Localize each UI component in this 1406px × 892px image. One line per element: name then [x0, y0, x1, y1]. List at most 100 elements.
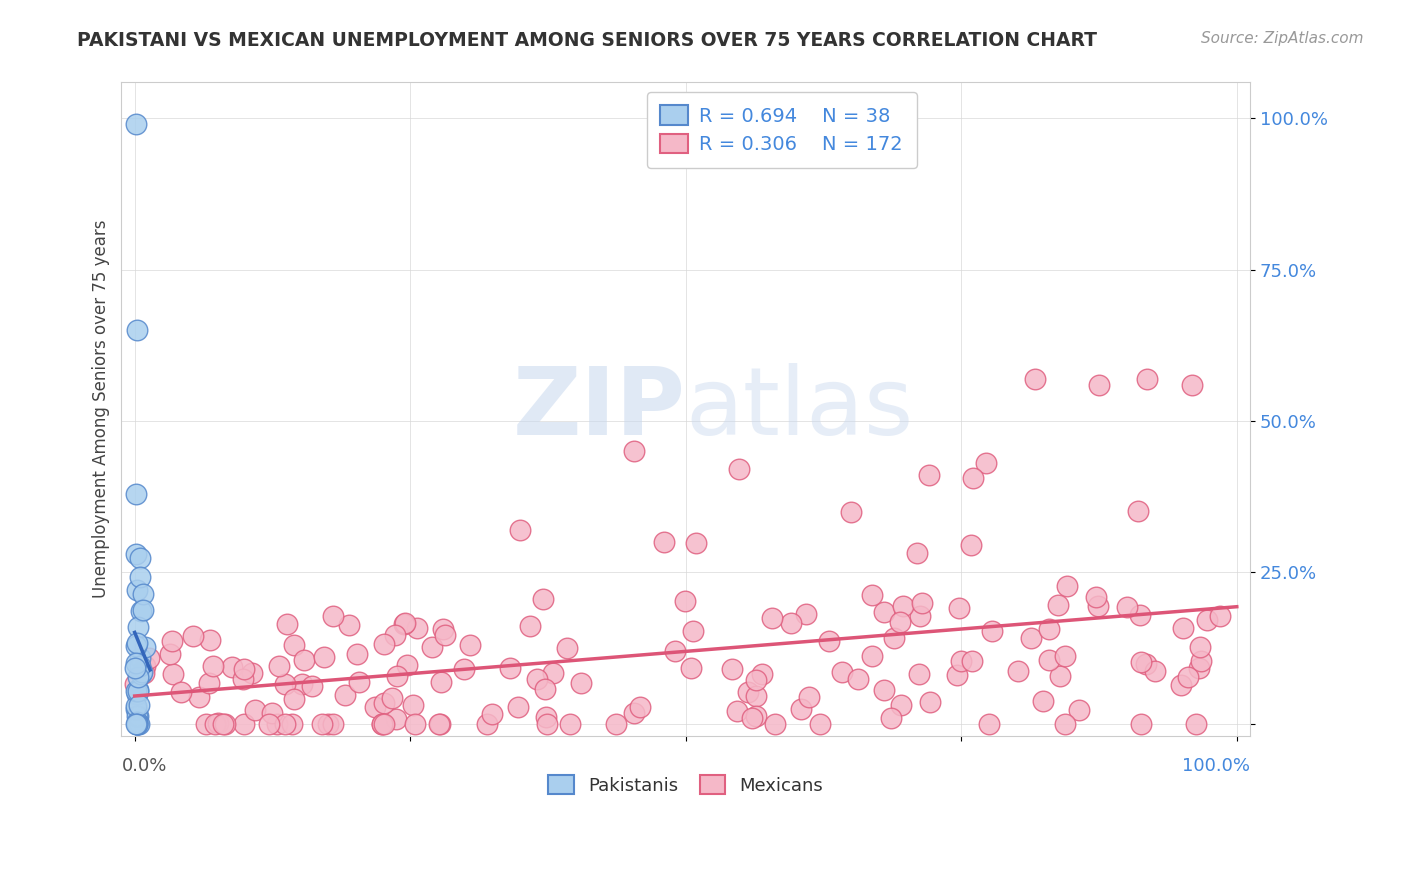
Point: [519, 619, 541, 633]
Point: [162, 667, 184, 681]
Point: [125, 716, 148, 731]
Text: Source: ZipAtlas.com: Source: ZipAtlas.com: [1201, 31, 1364, 46]
Point: [406, 621, 429, 635]
Point: [1087, 377, 1109, 392]
Point: [333, 688, 356, 702]
Point: [1129, 607, 1152, 622]
Point: [128, 658, 150, 673]
Point: [124, 716, 146, 731]
Point: [432, 622, 454, 636]
Point: [292, 652, 315, 666]
Text: PAKISTANI VS MEXICAN UNEMPLOYMENT AMONG SENIORS OVER 75 YEARS CORRELATION CHART: PAKISTANI VS MEXICAN UNEMPLOYMENT AMONG …: [77, 31, 1097, 50]
Point: [1188, 661, 1211, 675]
Point: [1049, 669, 1071, 683]
Point: [394, 615, 416, 630]
Point: [908, 608, 931, 623]
Point: [291, 676, 314, 690]
Point: [274, 677, 297, 691]
Point: [526, 672, 548, 686]
Point: [623, 444, 645, 458]
Point: [188, 690, 211, 704]
Text: atlas: atlas: [686, 363, 914, 455]
Point: [266, 716, 288, 731]
Point: [125, 657, 148, 671]
Point: [506, 699, 529, 714]
Point: [1038, 622, 1060, 636]
Point: [427, 716, 450, 731]
Point: [737, 685, 759, 699]
Point: [125, 486, 148, 500]
Point: [125, 636, 148, 650]
Point: [974, 456, 997, 470]
Text: 100.0%: 100.0%: [1182, 757, 1250, 775]
Point: [765, 716, 787, 731]
Point: [1115, 599, 1137, 614]
Point: [127, 684, 149, 698]
Point: [128, 716, 150, 731]
Point: [138, 650, 160, 665]
Point: [460, 638, 482, 652]
Point: [1171, 621, 1194, 635]
Point: [890, 698, 912, 713]
Point: [1087, 599, 1109, 613]
Point: [509, 523, 531, 537]
Point: [1144, 664, 1167, 678]
Point: [569, 676, 592, 690]
Point: [281, 716, 304, 731]
Point: [920, 695, 942, 709]
Point: [1054, 648, 1077, 663]
Point: [221, 660, 243, 674]
Point: [741, 711, 763, 725]
Point: [959, 538, 981, 552]
Point: [860, 588, 883, 602]
Point: [198, 676, 221, 690]
Point: [373, 637, 395, 651]
Point: [1130, 716, 1153, 731]
Point: [862, 648, 884, 663]
Point: [125, 323, 148, 337]
Point: [127, 583, 149, 598]
Point: [134, 658, 156, 673]
Point: [1007, 664, 1029, 678]
Point: [1130, 655, 1153, 669]
Point: [125, 117, 148, 131]
Point: [346, 648, 368, 662]
Point: [160, 634, 183, 648]
Point: [312, 650, 335, 665]
Point: [134, 666, 156, 681]
Point: [259, 716, 281, 731]
Point: [385, 712, 408, 726]
Legend: Pakistanis, Mexicans: Pakistanis, Mexicans: [541, 768, 831, 802]
Text: 0.0%: 0.0%: [121, 757, 167, 775]
Point: [311, 716, 333, 731]
Point: [761, 611, 783, 625]
Point: [652, 535, 675, 549]
Point: [420, 640, 443, 654]
Point: [725, 704, 748, 718]
Point: [685, 536, 707, 550]
Point: [131, 604, 153, 618]
Point: [891, 599, 914, 613]
Point: [201, 658, 224, 673]
Point: [605, 716, 627, 731]
Point: [283, 691, 305, 706]
Point: [195, 716, 218, 731]
Point: [125, 639, 148, 653]
Point: [429, 716, 451, 731]
Point: [384, 628, 406, 642]
Point: [1188, 640, 1211, 654]
Point: [808, 716, 831, 731]
Point: [831, 665, 853, 679]
Point: [531, 592, 554, 607]
Point: [1069, 703, 1091, 717]
Point: [1056, 579, 1078, 593]
Point: [453, 662, 475, 676]
Point: [128, 698, 150, 712]
Point: [127, 683, 149, 698]
Point: [873, 605, 896, 619]
Point: [1177, 670, 1199, 684]
Point: [127, 669, 149, 683]
Point: [181, 629, 204, 643]
Point: [980, 624, 1002, 638]
Point: [128, 651, 150, 665]
